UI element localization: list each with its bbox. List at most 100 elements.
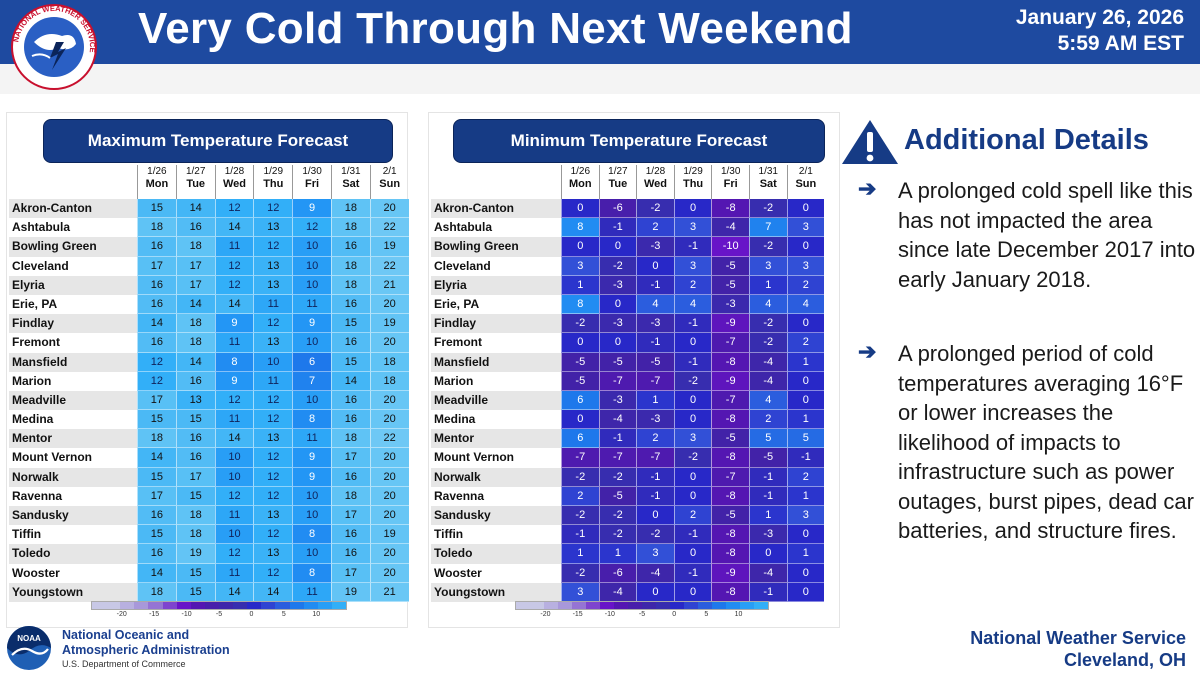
temp-cell: 0 [786, 390, 825, 411]
day-date: 1/26 [570, 166, 591, 177]
temp-cell: 12 [253, 314, 293, 334]
table-row: Elyria 1 -3 -1 2 -5 1 2 [431, 275, 825, 295]
legend-tick: -10 [604, 611, 615, 618]
temp-cell: 18 [175, 333, 215, 353]
max-temp-title: Maximum Temperature Forecast [43, 119, 393, 163]
temp-cell: 13 [253, 256, 293, 276]
temp-cell: 16 [137, 333, 176, 353]
temp-cell: 18 [175, 237, 215, 257]
temp-cell: -5 [711, 506, 749, 526]
temp-cell: 10 [214, 467, 254, 487]
min-day-header: 1/26 Mon 1/27 Tue 1/28 Wed 1/29 Thu 1/30 Fri 1/31 S… [431, 165, 824, 199]
temp-cell: -2 [748, 314, 787, 334]
city-name: Ashtabula [434, 220, 493, 235]
day-column-header: 1/29 Thu [673, 165, 712, 199]
temp-cell: 10 [292, 486, 331, 506]
table-row: Meadville 17 13 12 12 10 16 20 [9, 390, 409, 411]
temp-cell: -3 [711, 294, 749, 315]
temp-cell: -2 [561, 563, 599, 583]
temp-cell: -4 [636, 563, 674, 583]
temp-cell: 0 [561, 333, 599, 353]
table-row: Youngstown 3 -4 0 0 -8 -1 0 [431, 582, 825, 602]
day-of-week: Wed [222, 178, 246, 190]
temp-cell: -3 [636, 410, 674, 430]
city-name: Toledo [431, 544, 561, 564]
city-name: Mount Vernon [12, 450, 92, 465]
temp-cell: 14 [175, 199, 215, 219]
temp-cell: 9 [214, 314, 254, 334]
legend-tick: -10 [181, 611, 192, 618]
legend-swatch [628, 602, 642, 609]
day-column-header: 1/26 Mon [137, 165, 176, 199]
temp-cell: -1 [673, 563, 712, 583]
city-name: Sandusky [9, 506, 137, 526]
temp-cell: 5 [786, 429, 825, 449]
min-legend: -20 -15 -10 -5 0 5 10 [515, 601, 769, 623]
temp-cell: 17 [175, 256, 215, 276]
legend-swatch [247, 602, 262, 609]
temp-cell: -1 [748, 486, 787, 506]
legend-tick: 10 [312, 611, 321, 618]
city-name: Mount Vernon [434, 450, 514, 465]
temp-cell: 20 [369, 467, 409, 487]
temp-cell: -3 [636, 314, 674, 334]
temp-cell: -2 [748, 333, 787, 353]
table-row: Cleveland 17 17 12 13 10 18 22 [9, 256, 409, 276]
day-date: 1/29 [263, 166, 284, 177]
temp-cell: 15 [175, 582, 215, 602]
temp-cell: 18 [330, 218, 370, 238]
temp-cell: 14 [214, 429, 254, 449]
temp-cell: 12 [214, 486, 254, 506]
city-name: Fremont [12, 335, 60, 350]
temp-cell: 11 [214, 333, 254, 353]
temp-cell: 22 [369, 429, 409, 449]
temp-cell: 4 [673, 294, 712, 315]
temp-cell: 8 [214, 352, 254, 372]
day-column-header: 1/28 Wed [636, 165, 674, 199]
day-of-week: Tue [608, 178, 628, 190]
day-date: 2/1 [382, 166, 397, 177]
temp-cell: -7 [711, 333, 749, 353]
day-of-week: Tue [186, 178, 206, 190]
legend-swatch [134, 602, 149, 609]
temp-cell: -6 [598, 199, 637, 219]
legend-swatch [684, 602, 698, 609]
temp-cell: -1 [673, 237, 712, 257]
city-name: Meadville [9, 390, 137, 411]
temp-cell: 19 [369, 525, 409, 545]
table-row: Bowling Green 0 0 -3 -1 -10 -2 0 [431, 237, 825, 257]
temp-cell: 0 [598, 294, 637, 315]
arrow-icon: ➔ [858, 176, 877, 201]
temp-cell: -2 [636, 199, 674, 219]
temp-cell: 0 [673, 390, 712, 411]
temp-cell: 3 [636, 544, 674, 564]
temp-cell: 15 [175, 486, 215, 506]
temp-cell: -5 [748, 448, 787, 468]
city-name: Akron-Canton [9, 199, 137, 219]
temp-cell: 0 [673, 486, 712, 506]
city-name: Ravenna [12, 488, 63, 503]
temp-cell: -1 [673, 314, 712, 334]
table-row: Mansfield 12 14 8 10 6 15 18 [9, 352, 409, 372]
city-name: Mentor [431, 429, 561, 449]
temp-cell: -1 [598, 429, 637, 449]
legend-swatch [600, 602, 614, 609]
temp-cell: 12 [214, 199, 254, 219]
temp-cell: 11 [292, 294, 331, 315]
day-of-week: Sat [759, 178, 777, 190]
legend-tick: -20 [116, 611, 127, 618]
slide-title: Very Cold Through Next Weekend [138, 4, 853, 53]
city-name: Medina [434, 412, 476, 427]
arrow-icon: ➔ [858, 339, 877, 364]
temp-cell: 20 [369, 410, 409, 430]
min-legend-bar [515, 601, 769, 610]
temp-cell: 8 [561, 218, 599, 238]
temp-cell: 2 [673, 275, 712, 295]
temp-cell: 16 [137, 237, 176, 257]
temp-cell: 16 [330, 333, 370, 353]
temp-cell: 20 [369, 544, 409, 564]
temp-cell: 16 [175, 448, 215, 468]
temp-cell: 16 [330, 410, 370, 430]
city-name: Fremont [434, 335, 482, 350]
noaa-logo-text: NOAA [17, 634, 41, 643]
